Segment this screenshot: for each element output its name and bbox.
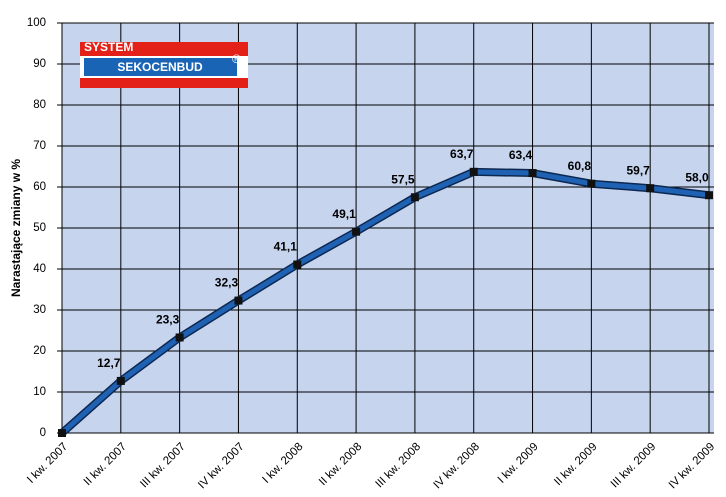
y-tick-label: 60: [33, 181, 46, 193]
x-tick-label: II kw. 2007: [82, 441, 129, 488]
value-label: 57,5: [391, 172, 415, 186]
y-tick-label: 90: [33, 58, 46, 70]
x-tick-label: II kw. 2009: [552, 441, 599, 488]
value-label: 32,3: [215, 276, 239, 290]
logo-name: SEKOCENBUD: [117, 60, 203, 74]
y-axis-label: Narastające zmiany w %: [9, 159, 23, 297]
value-label: 12,7: [97, 356, 121, 370]
marker: [528, 169, 537, 178]
marker: [234, 296, 243, 305]
logo-mark: ®: [232, 52, 241, 66]
logo-box: [84, 58, 237, 76]
marker: [116, 376, 125, 385]
y-tick-label: 80: [33, 99, 46, 111]
value-label: 23,3: [156, 313, 180, 327]
logo: SYSTEM SEKOCENBUD ®: [80, 40, 248, 88]
marker: [410, 193, 419, 202]
y-tick-label: 70: [33, 140, 46, 152]
y-tick-label: 10: [33, 386, 46, 398]
value-label: 63,4: [509, 148, 533, 162]
y-tick-label: 100: [27, 17, 46, 29]
value-label: 59,7: [627, 163, 651, 177]
marker: [175, 333, 184, 342]
line: [60, 169, 710, 435]
marker: [58, 429, 66, 437]
y-tick-label: 50: [33, 222, 46, 234]
marker: [646, 184, 655, 193]
value-label: 60,8: [568, 159, 592, 173]
x-tick-label: IV kw. 2008: [431, 441, 482, 492]
value-label: 63,7: [450, 147, 474, 161]
marker: [587, 179, 596, 188]
x-tick-label: IV kw. 2007: [196, 441, 247, 492]
value-label: 41,1: [274, 240, 298, 254]
x-tick-label: I kw. 2009: [496, 441, 541, 486]
x-tick-label: II kw. 2008: [317, 441, 364, 488]
x-tick-label: III kw. 2007: [138, 441, 188, 491]
x-tick-label: III kw. 2008: [374, 441, 424, 491]
marker: [469, 167, 478, 176]
marker: [293, 260, 302, 269]
marker: [705, 191, 713, 200]
x-tick-label: I kw. 2007: [25, 441, 70, 486]
y-tick-label: 30: [33, 304, 46, 316]
x-tick-label: I kw. 2008: [260, 441, 305, 486]
y-tick-label: 0: [40, 427, 46, 439]
y-tick-label: 40: [33, 263, 46, 275]
marker: [352, 227, 361, 236]
x-tick-label: IV kw. 2009: [667, 441, 718, 492]
value-label: 58,0: [685, 170, 709, 184]
logo-top: SYSTEM: [84, 40, 133, 54]
y-tick-label: 20: [33, 345, 46, 357]
value-label: 49,1: [332, 207, 356, 221]
x-tick-label: III kw. 2009: [609, 441, 659, 491]
